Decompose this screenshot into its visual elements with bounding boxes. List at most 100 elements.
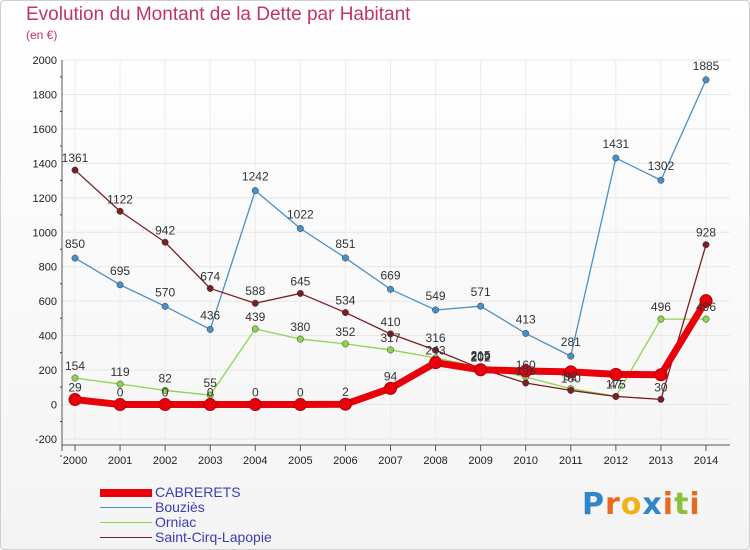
data-label: 380: [290, 320, 310, 334]
legend-swatch: [100, 489, 152, 497]
data-point: [251, 299, 259, 307]
data-label: 1302: [648, 159, 675, 173]
legend-label: Saint-Cirq-Lapopie: [155, 529, 272, 545]
data-point: [71, 166, 79, 174]
data-point: [522, 329, 530, 337]
legend-swatch: [100, 537, 152, 538]
x-tick-label: 2004: [243, 455, 267, 467]
data-point: [657, 315, 665, 323]
legend-swatch: [100, 507, 152, 508]
legend-item-saint-cirq-lapopie[interactable]: Saint-Cirq-Lapopie: [100, 529, 400, 546]
data-label: 0: [162, 386, 169, 400]
logo-letter: t: [674, 487, 690, 522]
legend-item-bouzies[interactable]: Bouziès: [100, 499, 400, 516]
y-tick-label: 1800: [33, 89, 57, 101]
data-label: 645: [290, 274, 310, 288]
data-label: 1242: [242, 170, 269, 184]
data-label: 202: [471, 351, 491, 365]
data-point: [657, 176, 665, 184]
x-tick-label: 2012: [604, 455, 628, 467]
x-tick-label: 2003: [198, 455, 222, 467]
data-point: [567, 386, 575, 394]
legend-label: Orniac: [155, 514, 197, 530]
data-label: 352: [335, 325, 355, 339]
data-point: [293, 398, 307, 412]
data-point: [564, 365, 578, 379]
data-label: 850: [65, 237, 85, 251]
data-point: [116, 207, 124, 215]
data-point: [612, 154, 620, 162]
data-point: [567, 352, 575, 360]
x-tick-label: 2013: [649, 455, 673, 467]
x-tick-label: 2009: [468, 455, 492, 467]
data-point: [702, 76, 710, 84]
data-label: 439: [245, 310, 265, 324]
data-point: [251, 325, 259, 333]
data-label: 160: [516, 358, 536, 372]
x-tick-label: 2008: [423, 455, 447, 467]
data-point: [158, 398, 172, 412]
data-label: 674: [200, 269, 220, 283]
logo-letter: P: [582, 487, 605, 522]
data-label: 1885: [693, 59, 720, 73]
data-point: [113, 398, 127, 412]
data-label: 2: [342, 385, 349, 399]
data-point: [248, 398, 262, 412]
x-tick-label: 2005: [288, 455, 312, 467]
data-point: [522, 379, 530, 387]
x-tick-label: 2007: [378, 455, 402, 467]
logo-letter: i: [689, 487, 701, 522]
data-label: 413: [516, 312, 536, 326]
data-point: [477, 302, 485, 310]
data-label: 549: [426, 289, 446, 303]
x-tick-label: 2000: [63, 455, 87, 467]
data-label: 0: [117, 386, 124, 400]
data-label: 410: [380, 315, 400, 329]
x-tick-label: 2010: [513, 455, 537, 467]
x-tick-label: 2014: [694, 455, 718, 467]
data-label: 0: [207, 386, 214, 400]
data-label: 571: [471, 285, 491, 299]
logo-letter: x: [642, 487, 663, 522]
axes: -200020040060080010001200140016001800200…: [33, 55, 730, 467]
data-label: 570: [155, 285, 175, 299]
data-label: 215: [471, 349, 491, 363]
legend-item-orniac[interactable]: Orniac: [100, 514, 400, 531]
data-point: [387, 346, 394, 354]
data-point: [432, 346, 440, 354]
data-label: 1022: [287, 207, 314, 221]
x-tick-label: 2002: [153, 455, 177, 467]
data-point: [702, 315, 710, 323]
y-tick-label: 1600: [33, 124, 57, 136]
y-tick-label: 1400: [33, 158, 57, 170]
legend-item-cabrerets[interactable]: CABRERETS: [100, 484, 400, 501]
y-tick-label: 400: [39, 331, 57, 343]
data-point: [71, 374, 79, 382]
data-point: [206, 284, 214, 292]
data-label: 928: [696, 226, 716, 240]
data-label: 942: [155, 223, 175, 237]
data-label: 1122: [107, 192, 133, 206]
data-label: 0: [252, 386, 259, 400]
data-label: 317: [380, 331, 400, 345]
data-point: [657, 395, 665, 403]
data-point: [341, 254, 349, 262]
data-point: [474, 363, 488, 377]
data-point: [387, 330, 394, 338]
data-point: [161, 302, 169, 310]
data-point: [519, 364, 533, 378]
data-point: [654, 368, 668, 382]
data-point: [116, 281, 124, 289]
data-label: 851: [335, 237, 355, 251]
data-point: [296, 225, 304, 232]
legend-label: Bouziès: [155, 499, 205, 515]
y-tick-label: -200: [35, 434, 57, 446]
y-tick-label: 2000: [33, 55, 57, 67]
data-label: 92: [564, 370, 578, 384]
data-label: 30: [654, 380, 668, 394]
data-label: 436: [200, 308, 220, 322]
data-label: 1361: [62, 151, 89, 165]
data-label: 82: [158, 371, 172, 385]
x-tick-label: 2011: [559, 455, 583, 467]
